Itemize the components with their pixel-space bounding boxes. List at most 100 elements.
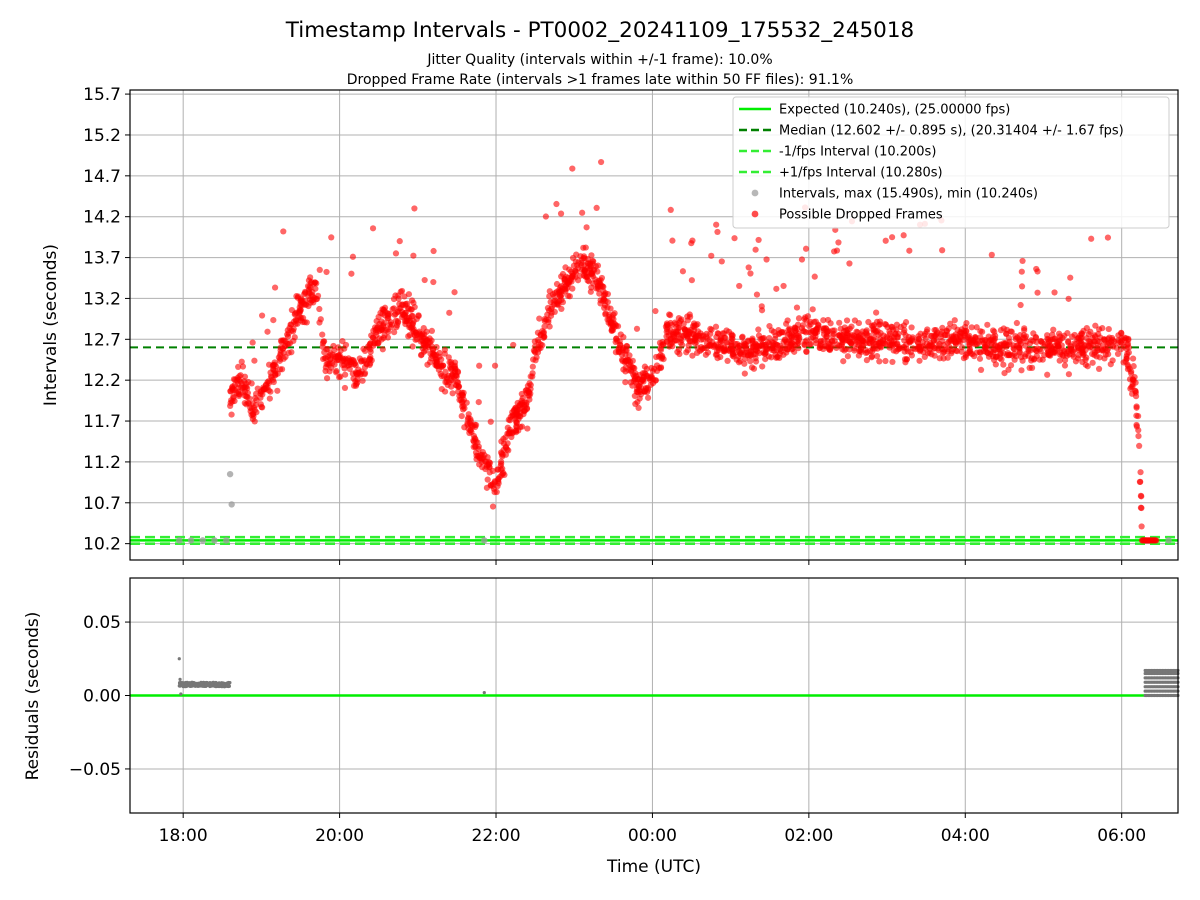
- dropped-frame-point: [1136, 442, 1143, 450]
- dropped-frame-point: [722, 334, 729, 341]
- residual-point: [183, 685, 187, 689]
- dropped-frame-point: [562, 286, 569, 293]
- dropped-frame-point: [750, 365, 758, 372]
- dropped-frame-point: [982, 344, 990, 351]
- dropped-frame-point: [736, 282, 743, 290]
- dropped-frame-point: [1052, 347, 1059, 354]
- dropped-frame-point: [976, 348, 983, 356]
- dropped-frame-point: [1109, 357, 1116, 364]
- dropped-frame-point: [495, 480, 502, 487]
- dropped-frame-point: [837, 325, 844, 332]
- dropped-frame-point: [593, 204, 600, 212]
- dropped-frame-point: [619, 346, 626, 354]
- dropped-frame-point: [952, 331, 959, 338]
- dropped-frame-point: [279, 345, 286, 352]
- dropped-frame-point: [232, 376, 239, 383]
- dropped-frame-point: [409, 323, 416, 330]
- y-tick-label: −0.05: [69, 760, 121, 780]
- dropped-frame-point: [458, 413, 465, 420]
- dropped-frame-point: [270, 317, 277, 324]
- dropped-frame-point: [1087, 340, 1094, 347]
- dropped-frame-point: [635, 404, 642, 411]
- dropped-frame-point: [655, 364, 663, 372]
- dropped-frame-point: [558, 291, 565, 298]
- dropped-frame-point: [564, 292, 572, 299]
- dropped-frame-point: [385, 315, 392, 322]
- dropped-frame-point: [663, 325, 670, 333]
- dropped-frame-point: [835, 239, 842, 246]
- dropped-frame-point: [1079, 346, 1086, 354]
- dropped-frame-point: [758, 341, 765, 348]
- dropped-frame-point: [614, 337, 621, 344]
- dropped-frame-point: [280, 355, 287, 362]
- dropped-frame-point: [827, 345, 834, 352]
- dropped-frame-point: [688, 277, 695, 284]
- dropped-frame-point: [873, 352, 881, 360]
- dropped-frame-point: [530, 356, 537, 363]
- dropped-frame-point: [882, 321, 889, 328]
- y-tick-label: 10.7: [83, 494, 121, 514]
- dropped-frame-point: [675, 328, 682, 335]
- interval-point: [176, 537, 183, 544]
- dropped-frame-point: [904, 348, 911, 355]
- dropped-frame-point: [376, 335, 383, 342]
- dropped-frame-point: [319, 331, 326, 338]
- dropped-frame-point: [453, 372, 460, 379]
- dropped-frame-point: [379, 346, 386, 353]
- dropped-frame-point: [598, 158, 605, 166]
- dropped-frame-point: [1137, 469, 1144, 476]
- legend-label: Possible Dropped Frames: [779, 208, 943, 223]
- dropped-frame-point: [976, 355, 984, 362]
- dropped-frame-point: [798, 256, 806, 263]
- dropped-frame-point: [809, 306, 816, 313]
- dropped-frame-point: [1099, 325, 1106, 332]
- dropped-frame-point: [921, 332, 928, 339]
- dropped-frame-point: [386, 321, 393, 328]
- dropped-frame-point: [795, 336, 803, 343]
- dropped-frame-point: [280, 337, 288, 344]
- dropped-frame-point: [715, 330, 722, 337]
- dropped-frame-point: [543, 316, 550, 323]
- residual-point: [189, 681, 193, 686]
- dropped-frame-point: [1085, 331, 1092, 338]
- interval-point: [187, 537, 195, 544]
- dropped-frame-point: [498, 450, 505, 457]
- dropped-frame-point: [997, 327, 1005, 334]
- dropped-frame-point: [967, 350, 975, 357]
- residual-point: [180, 684, 184, 688]
- dropped-frame-point: [1012, 335, 1019, 343]
- dropped-frame-point: [584, 277, 591, 284]
- dropped-frame-point: [627, 379, 634, 386]
- dropped-frame-point: [909, 335, 916, 343]
- dropped-frame-point: [1034, 289, 1041, 296]
- dropped-frame-point: [326, 368, 333, 375]
- dropped-frame-point: [526, 380, 533, 387]
- dropped-frame-point: [867, 335, 875, 342]
- dropped-frame-point: [889, 358, 896, 366]
- legend-marker: [751, 189, 759, 197]
- dropped-frame-point: [608, 327, 615, 334]
- dropped-frame-point: [696, 347, 704, 355]
- dropped-frame-point: [380, 306, 388, 313]
- dropped-frame-point: [718, 258, 725, 265]
- dropped-frame-point: [358, 358, 365, 365]
- dropped-frame-point: [882, 357, 889, 365]
- dropped-frame-point: [1130, 363, 1137, 370]
- dropped-frame-point: [704, 335, 711, 342]
- dropped-frame-point: [721, 347, 728, 354]
- dropped-frame-point: [780, 282, 787, 290]
- dropped-frame-point: [707, 325, 714, 332]
- dropped-frame-point: [235, 384, 242, 392]
- dropped-frame-point: [316, 305, 323, 313]
- dropped-frame-point: [452, 365, 459, 373]
- legend: Expected (10.240s), (25.00000 fps) Median…: [732, 96, 1170, 229]
- dropped-frame-point: [689, 352, 696, 359]
- residuals-y-axis-label: Residuals (seconds): [23, 612, 43, 781]
- dropped-frame-point: [465, 411, 472, 418]
- dropped-frame-point: [687, 326, 694, 334]
- dropped-frame-point: [741, 370, 748, 377]
- dropped-frame-point: [509, 430, 516, 437]
- dropped-frame-point: [855, 342, 862, 349]
- dropped-frame-point: [617, 331, 624, 338]
